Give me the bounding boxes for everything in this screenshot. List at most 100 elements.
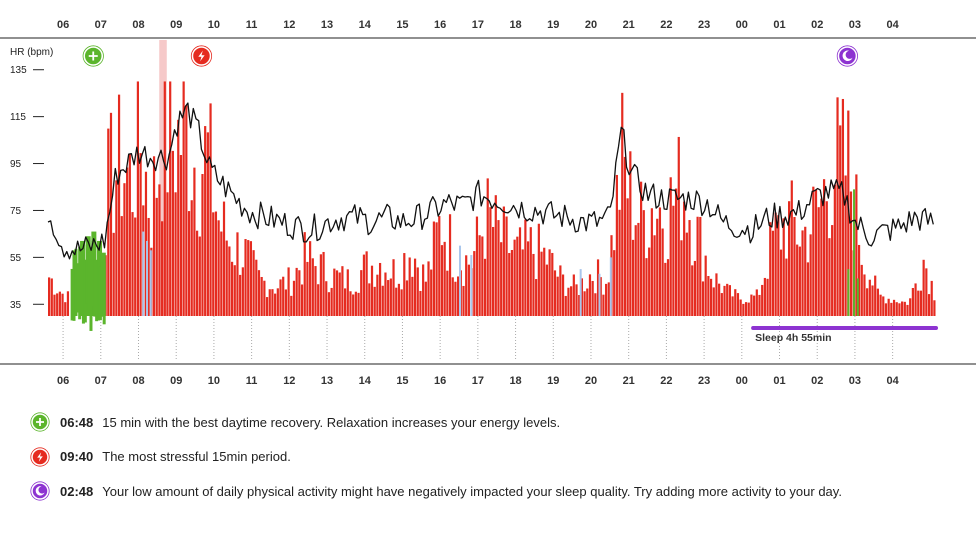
stress-bar (424, 281, 427, 316)
stress-bar (322, 251, 325, 316)
stress-bar (179, 155, 183, 316)
stress-bar (376, 274, 379, 316)
y-tick-label: 55 (10, 253, 22, 264)
stress-bar (849, 191, 853, 316)
stress-bar (265, 297, 269, 316)
stress-bar (327, 292, 331, 316)
recovery-bar (83, 259, 87, 323)
stress-bar (169, 81, 172, 316)
stress-bar (857, 244, 861, 316)
stress-bar (631, 239, 635, 316)
hour-label-bottom: 13 (321, 375, 333, 387)
stress-peak-band (159, 40, 167, 316)
stress-bar (707, 276, 710, 316)
stress-bar (701, 281, 705, 316)
recovery-bar (853, 189, 856, 316)
stress-bar (252, 250, 255, 316)
stress-bar (637, 222, 640, 316)
stress-bar (443, 241, 446, 316)
stress-bar (174, 192, 177, 316)
stress-bar (276, 288, 279, 316)
stress-bar (901, 301, 904, 316)
stress-bar (693, 260, 697, 316)
stress-bar (58, 291, 61, 316)
recovery-bar (847, 269, 850, 316)
stress-bar (621, 92, 624, 316)
stress-bar (874, 275, 877, 316)
icon-circle (31, 482, 49, 500)
stress-bar (362, 254, 366, 316)
stress-bar (292, 280, 296, 316)
stress-bar (583, 291, 586, 316)
sleep-moon-icon (30, 481, 50, 501)
stress-bar (120, 216, 123, 316)
stress-bar (919, 290, 923, 316)
legend-row-recovery: 06:48 15 min with the best daytime recov… (30, 412, 960, 432)
stress-bar (543, 247, 546, 316)
stress-bar (898, 303, 901, 316)
insight-legend: 06:48 15 min with the best daytime recov… (30, 412, 960, 516)
hour-label-bottom: 10 (208, 375, 220, 387)
stress-bar (263, 280, 266, 316)
legend-row-stress: 09:40 The most stressful 15min period. (30, 446, 960, 467)
stress-bar (454, 281, 457, 316)
recovery-bar (80, 244, 84, 314)
stress-bar (492, 226, 495, 316)
bar-series (48, 81, 936, 331)
stress-bar (726, 283, 729, 316)
stress-bar (352, 294, 355, 316)
stress-bar (672, 205, 675, 316)
stress-bar (553, 270, 557, 316)
stress-bar (494, 195, 497, 316)
stress-bar (556, 276, 559, 316)
stress-bar (335, 270, 339, 316)
stress-bar (680, 240, 683, 316)
stress-bar (473, 251, 476, 316)
hr-line (47, 102, 934, 260)
icon-ring (836, 45, 858, 67)
stress-bar (306, 261, 309, 316)
recovery-plus-icon (30, 412, 50, 432)
stress-bar (56, 293, 59, 316)
stress-bar (836, 97, 839, 316)
stress-bar (365, 251, 368, 316)
stress-bar (217, 220, 220, 316)
stress-bar (605, 283, 608, 316)
stress-bar (427, 261, 430, 316)
stress-bar (933, 300, 936, 316)
stress-bar (691, 265, 694, 316)
stress-bar (602, 294, 605, 316)
stress-bar (341, 266, 344, 316)
stress-bar (147, 217, 150, 316)
stress-bar (109, 112, 113, 316)
light-activity-bar (609, 257, 612, 316)
stress-bar (53, 294, 56, 316)
stress-bar (535, 279, 538, 316)
stress-bar (567, 287, 570, 316)
hour-label-bottom: 12 (283, 375, 295, 387)
stress-bar (884, 303, 888, 316)
recovery-bar (91, 240, 95, 306)
recovery-bar (97, 260, 101, 321)
hour-label-top: 20 (585, 19, 597, 31)
stress-bar (346, 269, 349, 316)
hour-label-top: 03 (849, 19, 861, 31)
stress-bar (771, 230, 775, 316)
stress-bar (524, 219, 527, 316)
stress-bar (163, 81, 166, 316)
stress-bar (249, 241, 253, 316)
recovery-bar (856, 278, 859, 316)
icon-glyph (198, 50, 205, 62)
hour-label-bottom: 16 (434, 375, 446, 387)
stress-bar (927, 294, 931, 316)
stress-bar (405, 280, 409, 316)
stress-bar (645, 258, 648, 316)
light-activity-bar (598, 273, 601, 316)
recovery-plus-icon (30, 412, 50, 432)
hour-label-bottom: 11 (246, 375, 258, 387)
stress-bar (255, 259, 258, 316)
stress-bar (892, 299, 896, 316)
stress-bar (750, 294, 753, 316)
stress-bar (481, 236, 484, 316)
hour-label-top: 16 (434, 19, 446, 31)
